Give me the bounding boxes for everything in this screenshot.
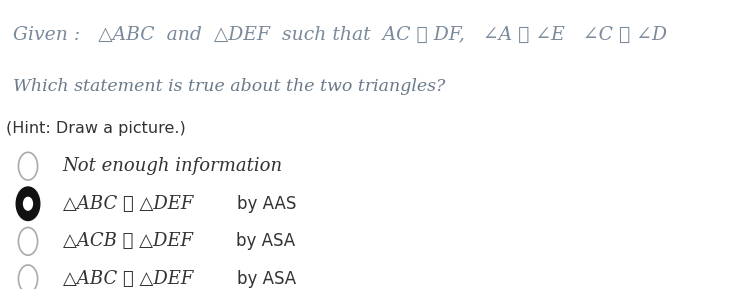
Text: by AAS: by AAS [237, 195, 296, 213]
Text: Which statement is true about the two triangles?: Which statement is true about the two tr… [13, 78, 446, 95]
Text: Given :   △ABC  and  △DEF  such that  AC ≅ DF,   ∠A ≅ ∠E   ∠C ≅ ∠D: Given : △ABC and △DEF such that AC ≅ DF,… [13, 26, 667, 44]
Text: by ASA: by ASA [237, 232, 296, 250]
Ellipse shape [24, 197, 32, 210]
Text: Not enough information: Not enough information [63, 157, 283, 175]
Text: △ACB ≅ △DEF: △ACB ≅ △DEF [63, 232, 192, 250]
Ellipse shape [16, 187, 40, 221]
Text: △ABC ≅ △DEF: △ABC ≅ △DEF [63, 270, 193, 288]
Text: △ABC ≅ △DEF: △ABC ≅ △DEF [63, 195, 193, 213]
Text: by ASA: by ASA [237, 270, 296, 288]
Text: (Hint: Draw a picture.): (Hint: Draw a picture.) [6, 121, 186, 136]
